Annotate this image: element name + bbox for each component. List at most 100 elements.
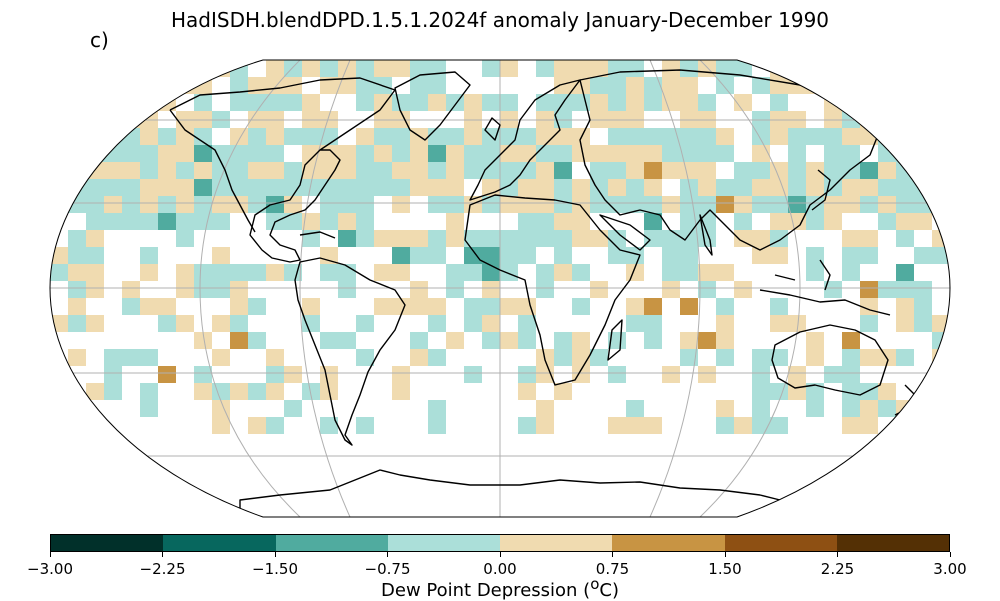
anomaly-cell [788,196,806,213]
anomaly-cell [536,162,554,179]
anomaly-cell [644,332,662,349]
anomaly-cell [302,383,320,400]
anomaly-cell [788,162,806,179]
anomaly-cell [680,77,698,94]
anomaly-cell [500,94,518,111]
anomaly-cell [374,230,392,247]
anomaly-cell [644,94,662,111]
anomaly-cell [536,213,554,230]
colorbar-tickmark [837,552,838,557]
anomaly-cell [410,179,428,196]
anomaly-cell [680,264,698,281]
panel-label: c) [90,28,109,52]
anomaly-grid [50,60,968,434]
anomaly-cell [194,366,212,383]
anomaly-cell [122,111,140,128]
anomaly-cell [590,77,608,94]
anomaly-cell [770,383,788,400]
anomaly-cell [248,179,266,196]
anomaly-cell [104,145,122,162]
anomaly-cell [104,366,122,383]
anomaly-cell [320,247,338,264]
anomaly-cell [230,128,248,145]
anomaly-cell [446,264,464,281]
anomaly-cell [176,264,194,281]
colorbar-tick-label: 3.00 [933,560,967,578]
colorbar-tickmark [724,552,726,557]
anomaly-cell [302,315,320,332]
anomaly-cell [266,60,284,77]
anomaly-cell [212,213,230,230]
anomaly-cell [842,332,860,349]
anomaly-cell [392,366,410,383]
colorbar-segment [163,535,276,551]
anomaly-cell [878,60,896,77]
anomaly-cell [698,128,716,145]
anomaly-cell [932,111,950,128]
anomaly-cell [878,213,896,230]
anomaly-cell [302,213,320,230]
anomaly-cell [320,264,338,281]
anomaly-cell [86,383,104,400]
anomaly-cell [248,128,266,145]
anomaly-cell [428,179,446,196]
anomaly-cell [500,264,518,281]
anomaly-cell [716,400,734,417]
anomaly-cell [230,332,248,349]
anomaly-cell [320,196,338,213]
anomaly-cell [248,94,266,111]
anomaly-cell [698,196,716,213]
anomaly-cell [662,162,680,179]
anomaly-cell [392,196,410,213]
anomaly-cell [896,179,914,196]
anomaly-cell [734,162,752,179]
anomaly-cell [788,60,806,77]
anomaly-cell [320,332,338,349]
anomaly-cell [572,230,590,247]
anomaly-cell [950,332,968,349]
anomaly-cell [122,213,140,230]
anomaly-cell [284,94,302,111]
anomaly-cell [482,298,500,315]
anomaly-cell [428,247,446,264]
anomaly-cell [500,60,518,77]
anomaly-cell [734,60,752,77]
anomaly-cell [320,179,338,196]
anomaly-cell [626,264,644,281]
anomaly-cell [374,94,392,111]
anomaly-cell [194,281,212,298]
anomaly-cell [374,128,392,145]
anomaly-cell [392,162,410,179]
anomaly-cell [284,128,302,145]
anomaly-cell [374,60,392,77]
anomaly-cell [554,162,572,179]
anomaly-cell [50,179,68,196]
anomaly-cell [212,349,230,366]
anomaly-cell [734,179,752,196]
anomaly-cell [842,94,860,111]
anomaly-cell [842,196,860,213]
anomaly-cell [140,179,158,196]
anomaly-cell [896,315,914,332]
anomaly-cell [392,230,410,247]
anomaly-cell [788,145,806,162]
anomaly-cell [914,315,932,332]
anomaly-cell [590,281,608,298]
anomaly-cell [950,128,968,145]
anomaly-cell [248,298,266,315]
anomaly-cell [644,298,662,315]
anomaly-cell [950,111,968,128]
anomaly-cell [212,196,230,213]
anomaly-cell [266,145,284,162]
anomaly-cell [932,366,950,383]
colorbar-segment [612,535,725,551]
anomaly-cell [68,247,86,264]
anomaly-cell [104,179,122,196]
anomaly-cell [86,196,104,213]
colorbar-segment [500,535,613,551]
anomaly-cell [572,298,590,315]
anomaly-cell [104,111,122,128]
anomaly-cell [680,213,698,230]
anomaly-cell [320,60,338,77]
anomaly-cell [626,247,644,264]
